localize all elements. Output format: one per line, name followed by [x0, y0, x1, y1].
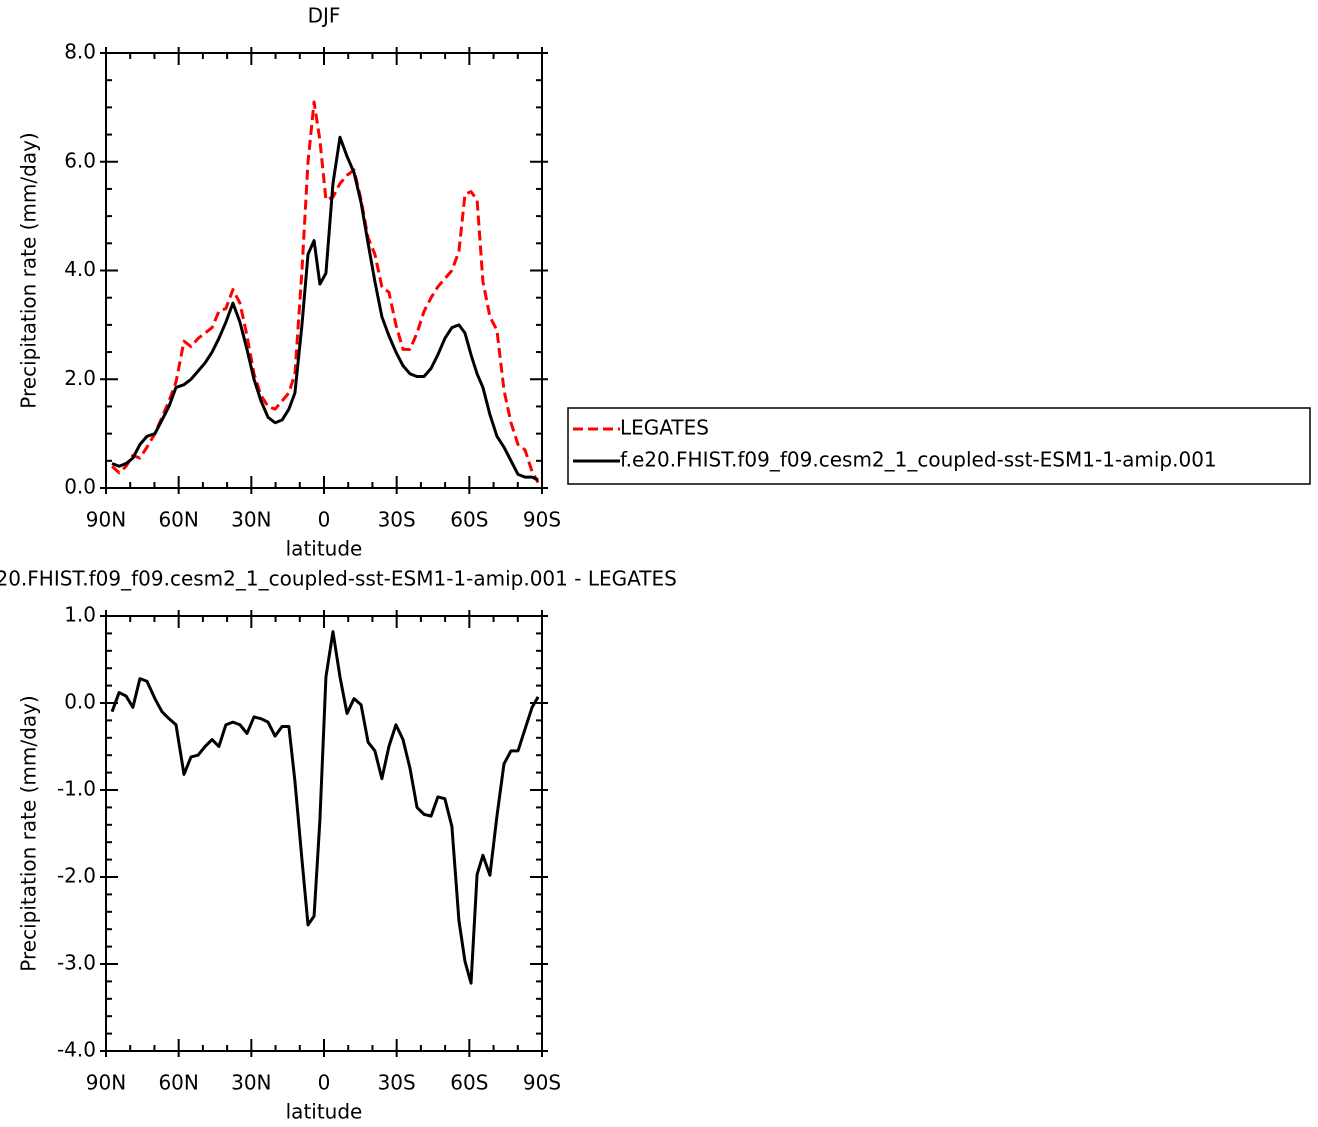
x-tick-label: 60S [450, 1071, 488, 1095]
plot-frame [105, 615, 543, 1052]
chart-title: f.e20.FHIST.f09_f09.cesm2_1_coupled-sst-… [0, 567, 677, 591]
x-tick-label: 30N [231, 508, 271, 532]
x-tick-label: 90S [523, 1071, 561, 1095]
x-tick-label: 90N [86, 508, 126, 532]
y-tick-label: -4.0 [57, 1038, 96, 1062]
y-tick-label: -3.0 [57, 951, 96, 975]
y-tick-label: -1.0 [57, 777, 96, 801]
x-tick-label: 30S [378, 1071, 416, 1095]
y-axis-label: Precipitation rate (mm/day) [17, 132, 41, 408]
y-tick-label: 1.0 [64, 603, 96, 627]
y-tick-label: 4.0 [64, 257, 96, 281]
y-tick-label: 2.0 [64, 366, 96, 390]
y-axis-label: Precipitation rate (mm/day) [17, 695, 41, 971]
x-tick-label: 0 [318, 1071, 331, 1095]
data-line [111, 100, 540, 484]
y-tick-label: 0.0 [64, 690, 96, 714]
x-tick-label: 60S [450, 508, 488, 532]
legend-label: LEGATES [620, 416, 709, 440]
x-tick-label: 60N [158, 508, 198, 532]
x-tick-label: 30S [378, 508, 416, 532]
plot-frame [105, 52, 543, 489]
chart-title: DJF [308, 4, 341, 28]
legend-label: f.e20.FHIST.f09_f09.cesm2_1_coupled-sst-… [620, 448, 1217, 472]
data-line [111, 135, 539, 482]
x-tick-label: 90S [523, 508, 561, 532]
x-tick-label: 90N [86, 1071, 126, 1095]
y-tick-label: 8.0 [64, 40, 96, 64]
x-tick-label: 30N [231, 1071, 271, 1095]
y-tick-label: 6.0 [64, 148, 96, 172]
y-tick-label: 0.0 [64, 475, 96, 499]
x-axis-label: latitude [286, 1100, 363, 1124]
legend-box [567, 407, 1311, 485]
x-tick-label: 60N [158, 1071, 198, 1095]
y-tick-label: -2.0 [57, 864, 96, 888]
x-axis-label: latitude [286, 537, 363, 561]
x-tick-label: 0 [318, 508, 331, 532]
data-line [110, 630, 540, 985]
